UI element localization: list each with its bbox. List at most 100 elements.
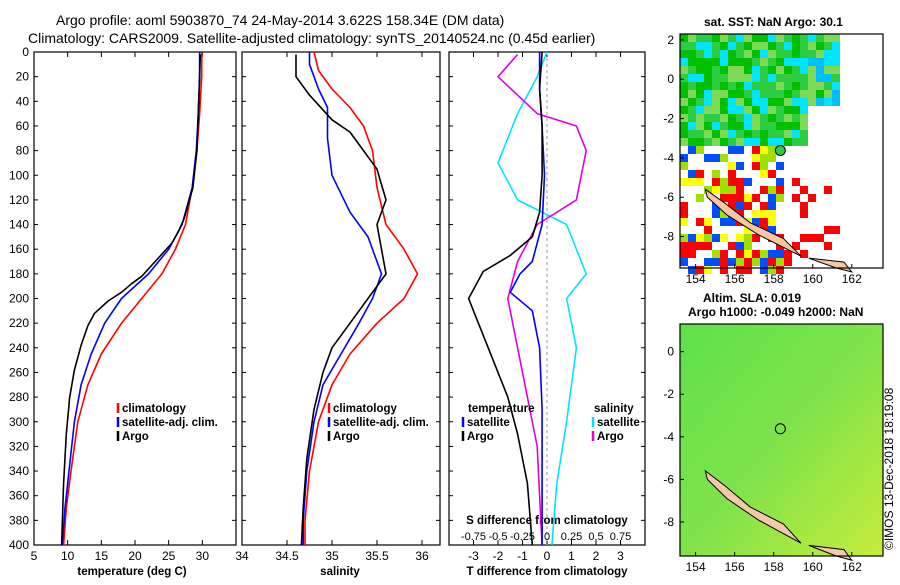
sst-map-cell: [704, 74, 712, 82]
temperature-xtick-label: 25: [162, 549, 176, 563]
sst-map-cell: [688, 114, 696, 122]
difference-salinity-legend-label: Argo: [597, 431, 624, 443]
sst-map-cell: [752, 58, 760, 66]
sst-map-cell: [768, 130, 776, 138]
sst-map-cell: [752, 82, 760, 90]
sst-map-cell: [752, 194, 760, 202]
sst-map-cell: [768, 202, 776, 210]
sst-map-cell: [712, 90, 720, 98]
sst-map-cell: [736, 242, 744, 250]
sst-map-cell: [808, 66, 816, 74]
sst-map-cell: [776, 250, 784, 258]
sst-map-xtick-label: 162: [842, 272, 862, 286]
sst-map-cell: [728, 90, 736, 98]
depth-tick-label: 40: [16, 94, 30, 108]
sst-map-cell: [736, 250, 744, 258]
sst-map-cell: [760, 50, 768, 58]
sst-map-cell: [728, 242, 736, 250]
sst-map-cell: [728, 194, 736, 202]
sst-map-cell: [728, 82, 736, 90]
sst-map-cell: [792, 106, 800, 114]
sst-map-cell: [768, 74, 776, 82]
sst-map-cell: [768, 66, 776, 74]
sst-map-cell: [728, 138, 736, 146]
sst-map-cell: [752, 258, 760, 266]
sst-map-cell: [736, 162, 744, 170]
sst-map-ytick-label: -4: [663, 151, 674, 165]
salinity-xlabel: salinity: [320, 566, 360, 578]
sst-map-cell: [752, 122, 760, 130]
sst-map-cell: [832, 58, 840, 66]
sst-map-cell: [720, 122, 728, 130]
sst-map-cell: [688, 74, 696, 82]
sst-map-cell: [824, 186, 832, 194]
sst-map-cell: [712, 42, 720, 50]
sst-map-cell: [736, 106, 744, 114]
sst-map-cell: [688, 82, 696, 90]
sst-map-cell: [712, 130, 720, 138]
sst-map-xtick-label: 156: [725, 272, 745, 286]
sst-map-cell: [736, 82, 744, 90]
sst-map-cell: [720, 90, 728, 98]
sst-map-cell: [696, 122, 704, 130]
sst-map-cell: [784, 106, 792, 114]
sst-map-cell: [776, 90, 784, 98]
sst-map-cell: [760, 210, 768, 218]
sst-map-cell: [728, 98, 736, 106]
sst-map-cell: [712, 106, 720, 114]
depth-tick-label: 300: [9, 415, 29, 429]
sst-map-cell: [760, 122, 768, 130]
sst-map-cell: [680, 58, 688, 66]
sst-map-cell: [736, 210, 744, 218]
sst-map-cell: [712, 58, 720, 66]
sst-map-cell: [696, 218, 704, 226]
sst-map-cell: [696, 170, 704, 178]
sst-map-cell: [800, 90, 808, 98]
sst-map-cell: [800, 42, 808, 50]
sst-map-cell: [760, 154, 768, 162]
depth-tick-label: 380: [9, 513, 29, 527]
sst-map-cell: [744, 130, 752, 138]
sst-map-cell: [704, 258, 712, 266]
sst-map-cell: [816, 42, 824, 50]
sst-map-coastline: [704, 188, 802, 257]
sst-map-cell: [760, 170, 768, 178]
sst-map-cell: [800, 106, 808, 114]
sst-map-cell: [688, 242, 696, 250]
sst-map-cell: [760, 90, 768, 98]
sst-map-cell: [800, 58, 808, 66]
sst-map-cell: [808, 194, 816, 202]
sst-map-xtick-label: 158: [764, 272, 784, 286]
sst-map-cell: [752, 50, 760, 58]
temperature-difference-satellite-line: [509, 52, 546, 545]
sst-map-cell: [792, 82, 800, 90]
sst-map-cell: [784, 98, 792, 106]
sst-map-cell: [744, 178, 752, 186]
sst-map-cell: [704, 50, 712, 58]
sst-map-cell: [688, 90, 696, 98]
sst-map-cell: [784, 138, 792, 146]
sst-map-cell: [824, 98, 832, 106]
sst-map: [679, 33, 884, 274]
sst-map-cell: [760, 42, 768, 50]
sst-map-cell: [776, 106, 784, 114]
sst-map-cell: [768, 154, 776, 162]
difference-xtick-label: -3: [468, 549, 479, 563]
sst-map-cell: [752, 98, 760, 106]
sst-map-cell: [688, 130, 696, 138]
sst-map-ytick-label: -8: [663, 230, 674, 244]
sst-map-cell: [696, 242, 704, 250]
sst-map-cell: [784, 34, 792, 42]
sst-map-cell: [760, 258, 768, 266]
temperature-xlabel: temperature (deg C): [77, 566, 186, 578]
sla-map-xtick-label: 160: [803, 560, 823, 574]
sst-map-cell: [736, 50, 744, 58]
sst-map-cell: [704, 66, 712, 74]
sst-map-cell: [768, 226, 776, 234]
salinity-legend-label: Argo: [333, 431, 360, 443]
sst-map-cell: [744, 226, 752, 234]
sst-map-cell: [760, 218, 768, 226]
sla-map-ytick-label: -8: [663, 515, 674, 529]
sst-map-cell: [680, 210, 688, 218]
sst-map-cell: [800, 130, 808, 138]
